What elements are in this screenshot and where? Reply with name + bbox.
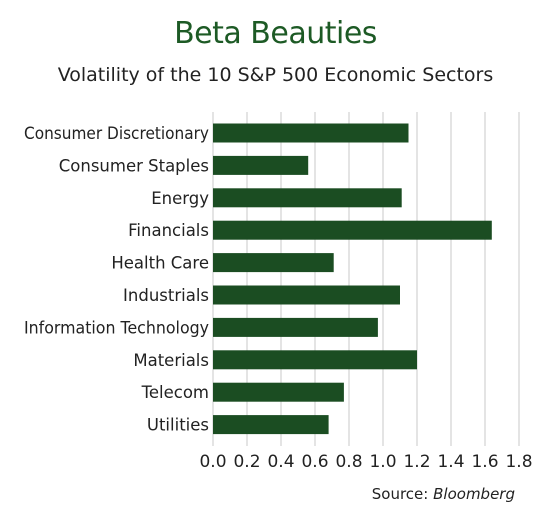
x-tick-label: 0.6 (301, 452, 328, 472)
bar (213, 155, 309, 175)
category-label: Consumer Staples (59, 156, 209, 175)
x-tick-label: 1.4 (437, 452, 464, 472)
category-label: Materials (133, 351, 209, 370)
category-label: Information Technology (24, 318, 209, 337)
bar (213, 220, 492, 240)
bar (213, 188, 402, 208)
bar (213, 317, 378, 337)
category-label: Telecom (141, 383, 209, 402)
chart-title: Beta Beauties (174, 16, 377, 51)
category-label: Utilities (147, 416, 209, 435)
bar (213, 253, 334, 273)
bar (213, 415, 329, 435)
x-tick-label: 1.6 (471, 452, 498, 472)
chart-subtitle: Volatility of the 10 S&P 500 Economic Se… (57, 64, 494, 86)
x-tick-label: 0.4 (267, 452, 294, 472)
x-tick-label: 1.2 (403, 452, 430, 472)
bar (213, 350, 417, 370)
category-label: Health Care (111, 254, 209, 273)
source-name: Bloomberg (433, 485, 515, 503)
bar (213, 382, 344, 402)
bar (213, 285, 400, 305)
category-label: Consumer Discretionary (24, 124, 209, 143)
x-tick-label: 0.2 (233, 452, 260, 472)
source-note: Source: Bloomberg (372, 485, 515, 503)
category-label: Industrials (123, 286, 209, 305)
x-tick-label: 1.0 (369, 452, 396, 472)
bar (213, 123, 409, 143)
x-tick-label: 0.8 (335, 452, 362, 472)
category-label: Energy (151, 189, 209, 208)
category-label: Financials (128, 221, 209, 240)
source-label: Source: (371, 485, 429, 503)
x-tick-label: 1.8 (505, 452, 532, 472)
x-tick-label: 0.0 (199, 452, 226, 472)
